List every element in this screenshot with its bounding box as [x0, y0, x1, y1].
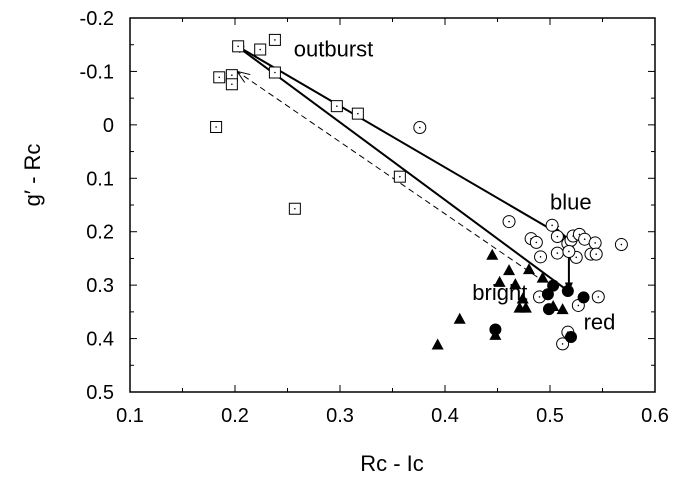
open-square-center-dot	[357, 112, 359, 115]
filled-triangle-point	[536, 271, 549, 283]
y-tick-label: 0.5	[86, 382, 114, 404]
y-axis-title: g′ - Rc	[20, 144, 45, 207]
filled-triangle-point	[493, 275, 506, 287]
filled-circle-point	[565, 330, 577, 343]
filled-circle-point	[561, 285, 574, 298]
filled-triangle-point	[431, 338, 444, 350]
open-square-center-dot	[218, 76, 221, 79]
annotation-bright: bright	[472, 280, 527, 305]
open-circle-center-dot	[539, 256, 542, 258]
solid-arrow	[234, 43, 570, 241]
open-circle-center-dot	[594, 242, 596, 244]
x-axis-title: Rc - Ic	[360, 451, 424, 476]
filled-triangle-point	[503, 264, 516, 276]
filled-triangle-point	[486, 248, 499, 260]
open-square-center-dot	[231, 83, 233, 86]
open-circle-center-dot	[538, 296, 541, 298]
open-square-center-dot	[215, 126, 217, 128]
open-circle-center-dot	[597, 296, 600, 298]
open-circle-center-dot	[575, 256, 578, 259]
filled-triangle-point	[453, 312, 466, 324]
open-square-center-dot	[294, 207, 296, 210]
filled-triangle-point	[519, 301, 532, 313]
y-tick-label: 0.1	[86, 168, 114, 190]
y-tick-label: 0.2	[86, 222, 114, 244]
filled-circle-point	[542, 303, 555, 316]
solid-arrow	[234, 43, 570, 293]
filled-triangle-point	[556, 303, 569, 315]
y-tick-label: -0.1	[80, 61, 114, 83]
arrows	[234, 43, 573, 293]
x-tick-label: 0.4	[431, 405, 459, 427]
open-circle-center-dot	[578, 233, 581, 236]
open-square-center-dot	[336, 105, 338, 107]
filled-triangle-point	[509, 278, 522, 290]
x-tick-label: 0.6	[641, 405, 669, 427]
x-tick-label: 0.1	[116, 405, 144, 427]
open-square-center-dot	[274, 39, 276, 41]
open-circle-center-dot	[535, 241, 538, 244]
open-circle-center-dot	[577, 304, 580, 307]
filled-circle-point	[489, 323, 502, 336]
y-tick-label: 0	[103, 115, 114, 137]
open-circle-center-dot	[561, 343, 564, 345]
annotation-blue: blue	[550, 189, 592, 214]
open-square-center-dot	[274, 71, 276, 74]
open-circle-center-dot	[620, 243, 623, 246]
x-tick-label: 0.5	[536, 405, 564, 427]
open-circle-center-dot	[556, 252, 559, 254]
x-tick-label: 0.3	[326, 405, 354, 427]
open-square-center-dot	[399, 175, 401, 178]
axes: 0.1 0.2 0.3 0.4 0.5 0.6 -0.2 -0.1 0 0.1 0.2 0.3 0.4 0…	[80, 8, 669, 427]
open-circle-center-dot	[568, 250, 570, 253]
open-circle-center-dot	[595, 253, 597, 255]
y-tick-label: -0.2	[80, 8, 114, 30]
open-circle-center-dot	[508, 220, 510, 223]
x-tick-label: 0.2	[221, 405, 249, 427]
annotation-outburst: outburst	[294, 36, 374, 61]
filled-triangle-point	[523, 263, 535, 275]
open-circle-center-dot	[556, 235, 559, 238]
data-points	[210, 33, 628, 351]
filled-triangle-point	[516, 292, 529, 304]
dashed-arrow	[237, 71, 538, 278]
open-circle-center-dot	[419, 126, 421, 129]
open-circle-center-dot	[583, 238, 586, 240]
open-square-center-dot	[231, 74, 233, 76]
filled-circle-point	[547, 279, 560, 292]
y-tick-label: 0.4	[86, 329, 114, 351]
y-tick-label: 0.3	[86, 275, 114, 297]
open-square-center-dot	[259, 48, 262, 51]
labels: Rc - Ic g′ - Rc outburst blue bright red	[20, 36, 615, 476]
filled-circle-point	[577, 291, 590, 304]
open-circle-center-dot	[551, 224, 553, 227]
annotation-red: red	[584, 309, 616, 334]
open-square-center-dot	[237, 45, 239, 48]
